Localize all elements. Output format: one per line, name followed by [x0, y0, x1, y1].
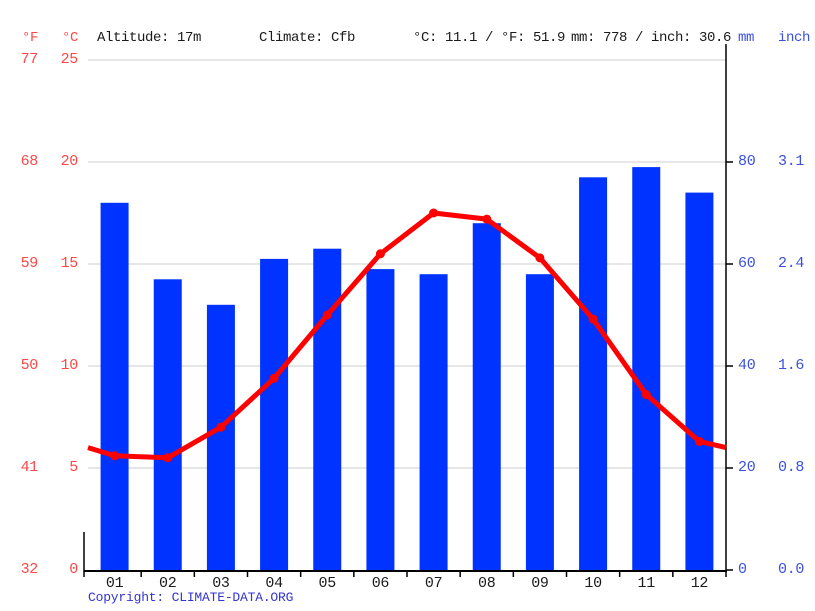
- precipitation-bar: [260, 258, 289, 570]
- left-axis-celsius-label: 20: [60, 153, 79, 170]
- left-axis-fahrenheit-label: 32: [20, 561, 39, 578]
- avg-temperature-text: °C: 11.1 / °F: 51.9: [413, 30, 566, 46]
- altitude-text: Altitude: 17m: [97, 30, 202, 46]
- precipitation-bar: [100, 202, 129, 571]
- precipitation-bar: [632, 167, 661, 570]
- left-axis-fahrenheit-label: 50: [20, 357, 39, 374]
- right-axis-unit-mm: mm: [738, 30, 755, 46]
- precipitation-bar: [313, 248, 342, 570]
- left-axis-celsius-label: 25: [60, 51, 79, 68]
- precipitation-bar: [472, 223, 501, 570]
- left-axis-celsius-label: 5: [69, 459, 78, 476]
- month-label: 12: [690, 575, 709, 592]
- temperature-marker: [269, 373, 279, 383]
- month-label: 09: [531, 575, 549, 592]
- right-axis-inch-label: 3.1: [778, 153, 805, 170]
- precipitation-bar: [206, 304, 235, 570]
- right-axis-inch-label: 0.0: [778, 561, 805, 578]
- left-axis-unit-celsius: °C: [62, 30, 79, 46]
- precipitation-bar: [366, 269, 395, 570]
- left-axis-celsius-label: 0: [69, 561, 78, 578]
- total-precipitation-text: mm: 778 / inch: 30.6: [571, 30, 732, 46]
- month-label: 02: [159, 575, 177, 592]
- month-label: 04: [265, 575, 283, 592]
- right-axis-inch-label: 0.8: [778, 459, 805, 476]
- month-label: 11: [637, 575, 656, 592]
- month-label: 05: [318, 575, 337, 592]
- left-axis-unit-fahrenheit: °F: [22, 30, 39, 46]
- precipitation-bar: [525, 274, 554, 570]
- right-axis-mm-label: 80: [738, 153, 756, 170]
- left-axis-celsius-label: 15: [60, 255, 79, 272]
- temperature-marker: [535, 253, 545, 263]
- copyright-link[interactable]: Copyright: CLIMATE-DATA.ORG: [88, 590, 294, 605]
- precipitation-bar: [685, 192, 714, 570]
- left-axis-fahrenheit-label: 68: [20, 153, 39, 170]
- left-axis-fahrenheit-label: 59: [20, 255, 39, 272]
- precipitation-bar: [419, 274, 448, 570]
- temperature-marker: [322, 310, 332, 320]
- right-axis-mm-label: 0: [738, 561, 747, 578]
- month-label: 06: [371, 575, 390, 592]
- month-label: 01: [105, 575, 124, 592]
- left-axis-fahrenheit-label: 41: [20, 459, 39, 476]
- right-axis-mm-label: 60: [738, 255, 756, 272]
- right-axis-mm-label: 40: [738, 357, 756, 374]
- left-axis-celsius-label: 10: [60, 357, 79, 374]
- right-axis-inch-label: 2.4: [778, 255, 805, 272]
- temperature-marker: [375, 249, 385, 259]
- temperature-marker: [641, 390, 651, 400]
- precipitation-bar: [153, 279, 182, 570]
- left-axis-fahrenheit-label: 77: [20, 51, 39, 68]
- temperature-line: [87, 210, 727, 461]
- month-label: 08: [478, 575, 496, 592]
- temperature-marker: [588, 314, 598, 324]
- climate-classification-text: Climate: Cfb: [259, 30, 356, 46]
- temperature-marker: [482, 214, 492, 224]
- temperature-marker: [429, 208, 439, 218]
- temperature-marker: [216, 422, 226, 432]
- temperature-marker: [110, 451, 120, 461]
- precipitation-bar: [579, 177, 608, 571]
- month-label: 03: [212, 575, 230, 592]
- month-label: 10: [584, 575, 602, 592]
- month-label: 07: [424, 575, 443, 592]
- right-axis-mm-label: 20: [738, 459, 756, 476]
- temperature-marker: [694, 436, 704, 446]
- right-axis-inch-label: 1.6: [778, 357, 805, 374]
- right-axis-unit-inch: inch: [778, 30, 811, 46]
- temperature-marker: [163, 453, 173, 463]
